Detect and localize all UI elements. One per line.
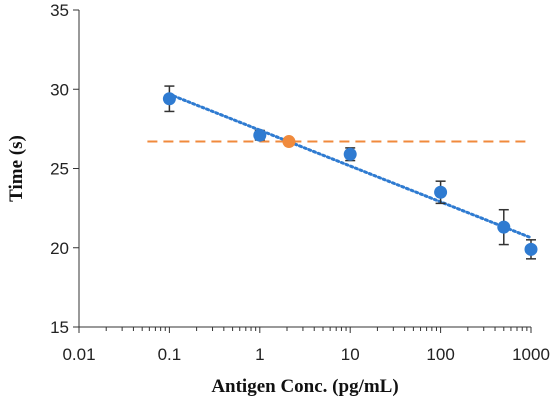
x-tick-label: 100 [426,345,454,364]
y-tick-label: 15 [50,318,69,337]
tick-labels: 15 20 25 30 35 0.01 0.1 1 10 100 1000 [50,1,550,364]
data-point [162,92,176,106]
intersection-point [282,135,296,149]
data-point [434,185,448,199]
x-tick-label: 1 [255,345,264,364]
x-tick-label: 1000 [512,345,550,364]
axes [73,9,532,333]
y-tick-label: 20 [50,239,69,258]
data-points [162,92,538,256]
y-axis-title: Time (s) [6,135,27,202]
error-bars [164,85,536,260]
y-tick-label: 30 [50,80,69,99]
data-point [524,242,538,256]
data-point [343,147,357,161]
y-tick-label: 35 [50,1,69,20]
x-axis-title: Antigen Conc. (pg/mL) [211,376,398,397]
x-tick-label: 0.1 [158,345,182,364]
x-tick-label: 10 [341,345,360,364]
y-tick-label: 25 [50,160,69,179]
x-tick-label: 0.01 [62,345,95,364]
data-point [497,220,511,234]
data-point [253,128,267,142]
trendline [167,92,533,240]
